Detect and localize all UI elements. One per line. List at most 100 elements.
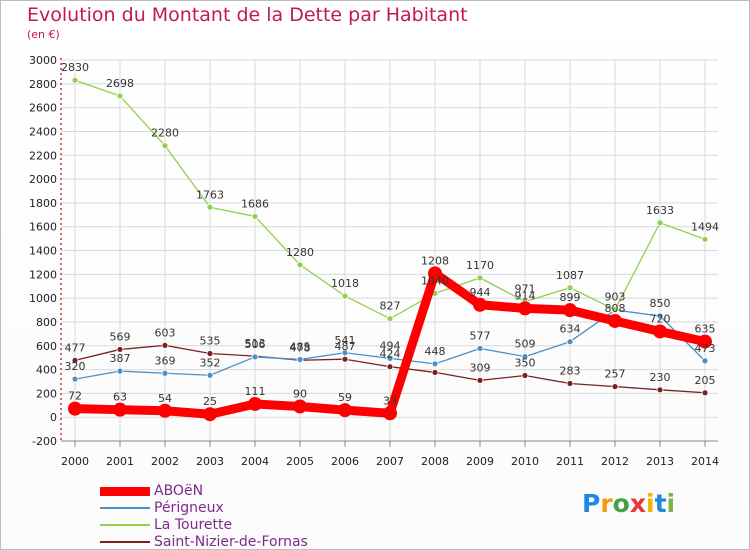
data-label: 2280 <box>151 127 179 140</box>
y-tick-label: 2400 <box>29 125 57 138</box>
data-point <box>203 407 217 422</box>
data-label: 603 <box>155 326 176 339</box>
data-label: 387 <box>110 352 131 365</box>
data-label: 569 <box>110 330 131 343</box>
legend-swatch <box>100 486 150 496</box>
data-point <box>386 354 394 362</box>
data-point <box>338 403 352 418</box>
data-point <box>206 350 214 357</box>
data-point <box>566 380 574 387</box>
data-label: 487 <box>335 340 356 353</box>
data-point <box>158 403 172 418</box>
x-tick-label: 2013 <box>646 455 674 468</box>
data-label: 1280 <box>286 246 314 259</box>
data-label: 1087 <box>556 269 584 282</box>
logo-letter: P <box>582 489 601 518</box>
data-label: 635 <box>695 323 716 336</box>
y-tick-label: 2600 <box>29 102 57 115</box>
data-point <box>698 334 712 349</box>
x-tick-label: 2012 <box>601 455 629 468</box>
data-label: 850 <box>650 297 671 310</box>
data-point <box>701 389 709 397</box>
data-point <box>428 266 442 281</box>
data-label: 1686 <box>241 197 269 210</box>
legend-label: La Tourette <box>154 517 233 533</box>
x-tick-label: 2005 <box>286 455 314 468</box>
y-tick-label: 1400 <box>29 245 57 258</box>
y-tick-label: 1200 <box>29 268 57 281</box>
data-point <box>383 406 397 421</box>
data-point <box>656 312 664 320</box>
logo-letter: o <box>612 489 630 518</box>
logo-letter: i <box>646 489 655 518</box>
data-point <box>161 142 169 150</box>
data-label: 827 <box>380 300 401 313</box>
y-tick-label: -200 <box>32 435 57 448</box>
data-label: 541 <box>335 334 356 347</box>
y-tick-label: 800 <box>36 316 57 329</box>
data-point <box>71 356 79 364</box>
data-label: 634 <box>560 323 581 336</box>
data-point <box>656 219 664 227</box>
x-tick-label: 2011 <box>556 455 584 468</box>
data-label: 205 <box>695 374 716 387</box>
data-point <box>611 383 619 390</box>
data-point <box>431 369 439 376</box>
x-tick-label: 2010 <box>511 455 539 468</box>
data-label: 577 <box>470 329 491 342</box>
data-point <box>206 203 214 211</box>
y-tick-label: 400 <box>36 364 57 377</box>
data-point <box>341 355 349 363</box>
data-label: 720 <box>650 312 671 325</box>
data-label: 59 <box>338 391 352 404</box>
y-tick-label: 1000 <box>29 292 57 305</box>
legend-swatch <box>100 507 150 509</box>
axes: -200 0 200 400 600 800 1000 1200 1400 1600 1800 200… <box>29 54 719 468</box>
x-tick-label: 2000 <box>61 455 89 468</box>
data-point <box>296 356 304 363</box>
y-tick-label: 1600 <box>29 221 57 234</box>
logo-letter: r <box>600 489 613 518</box>
data-label: 25 <box>203 395 217 408</box>
data-point <box>161 369 169 377</box>
data-label: 90 <box>293 387 307 400</box>
data-label: 257 <box>605 368 626 381</box>
data-point <box>113 402 127 417</box>
data-label: 808 <box>605 302 626 315</box>
data-label: 914 <box>515 289 536 302</box>
data-label: 369 <box>155 354 176 367</box>
data-point <box>341 349 349 357</box>
y-tick-label: 1800 <box>29 197 57 210</box>
data-label: 72 <box>68 390 82 403</box>
data-label: 352 <box>200 356 221 369</box>
data-label: 971 <box>515 283 536 296</box>
data-point <box>68 401 82 416</box>
x-tick-label: 2003 <box>196 455 224 468</box>
data-label: 2830 <box>61 61 89 74</box>
data-label: 111 <box>245 385 266 398</box>
data-point <box>296 261 304 269</box>
y-tick-label: 3000 <box>29 54 57 67</box>
data-point <box>473 297 487 312</box>
data-label: 1170 <box>466 259 494 272</box>
y-tick-label: 600 <box>36 340 57 353</box>
chart-title: Evolution du Montant de la Dette par Hab… <box>27 4 468 26</box>
data-point <box>341 292 349 300</box>
data-point <box>248 396 262 411</box>
data-point <box>701 357 709 365</box>
x-tick-label: 2001 <box>106 455 134 468</box>
data-label: 513 <box>245 337 266 350</box>
legend-label: Saint-Nizier-de-Fornas <box>154 534 308 550</box>
data-label: 899 <box>560 291 581 304</box>
data-label: 494 <box>380 339 401 352</box>
data-label: 54 <box>158 392 172 405</box>
data-point <box>476 345 484 352</box>
data-point <box>71 76 79 84</box>
data-point <box>566 284 574 292</box>
data-point <box>161 341 169 349</box>
data-point <box>611 306 619 314</box>
x-tick-label: 2014 <box>691 455 719 468</box>
data-point <box>431 360 439 368</box>
